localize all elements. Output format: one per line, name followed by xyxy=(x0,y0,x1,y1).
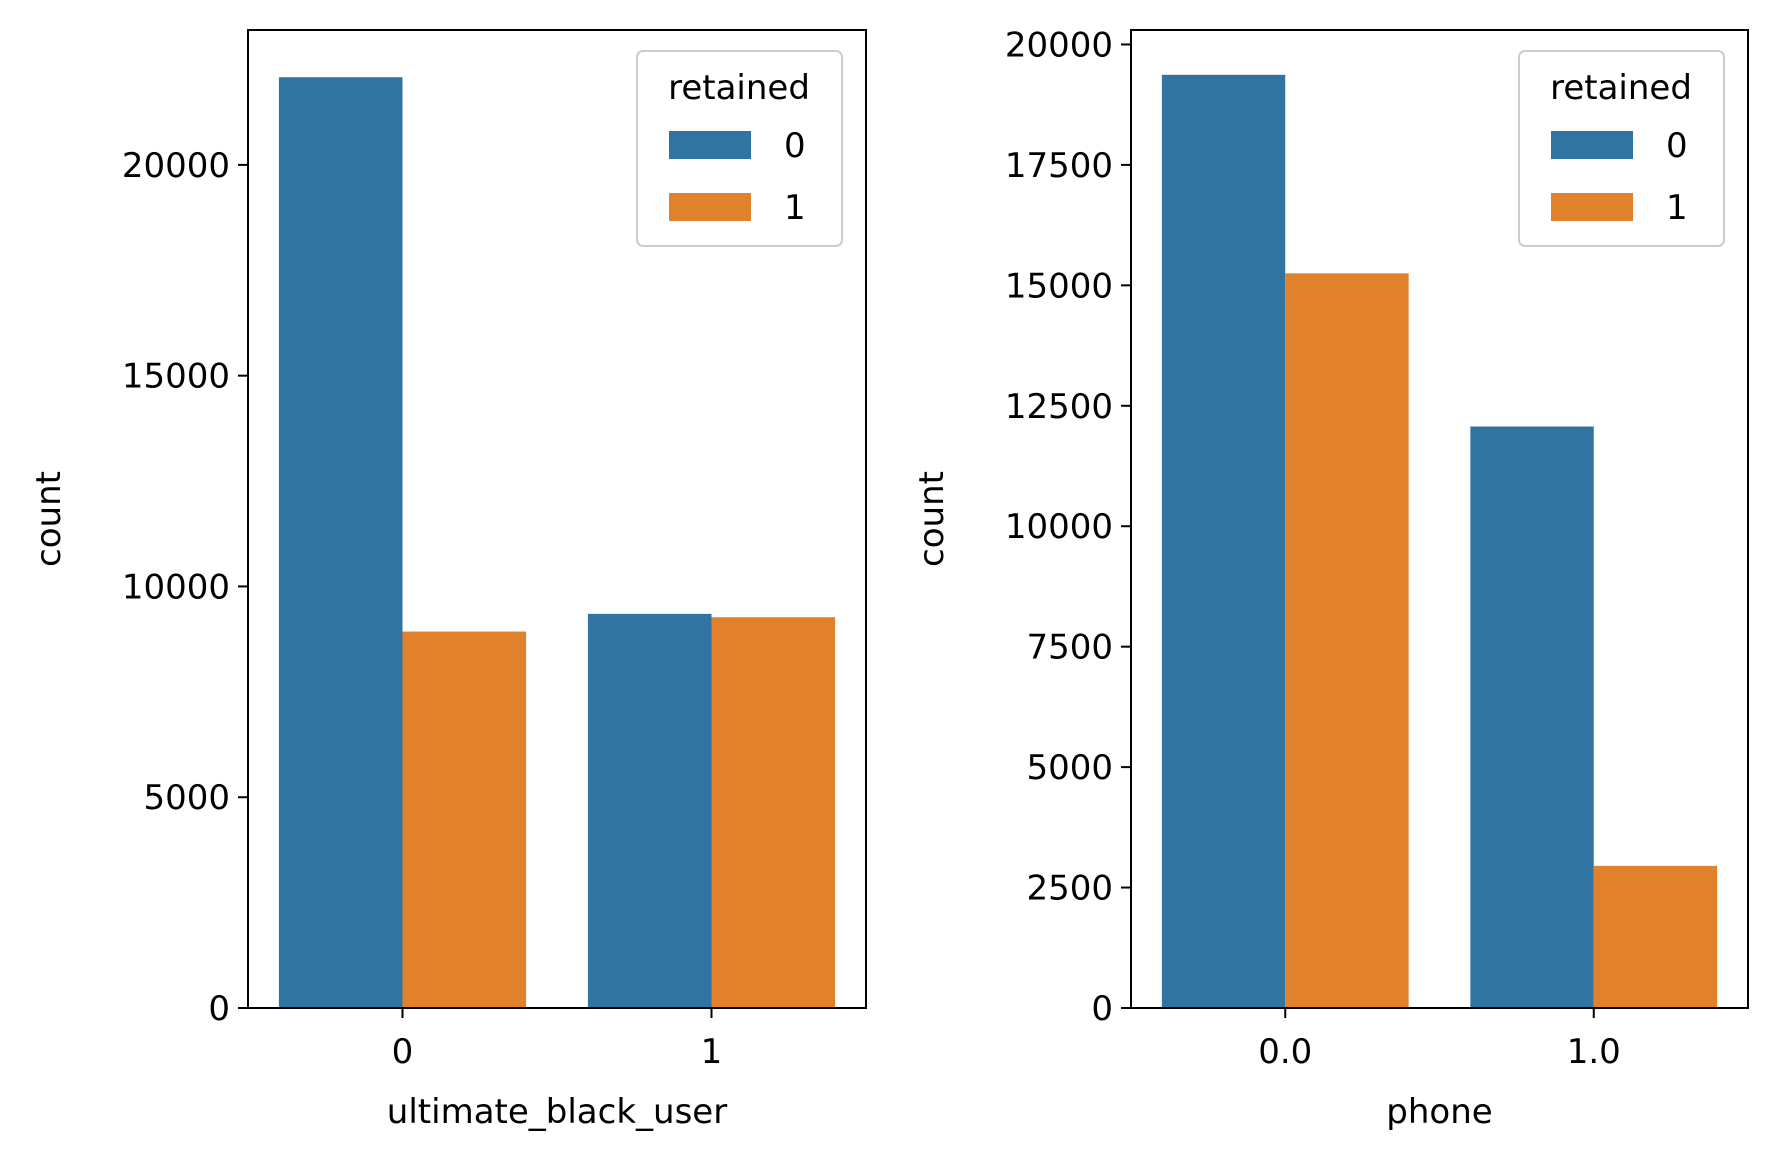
x-axis-title: ultimate_black_user xyxy=(387,1092,727,1132)
y-axis-title: count xyxy=(912,471,952,567)
y-tick-label: 0 xyxy=(1091,989,1113,1029)
bar-retained-1-1 xyxy=(711,617,836,1008)
y-tick-label: 10000 xyxy=(122,567,230,607)
bar-retained-1-0 xyxy=(402,631,527,1008)
y-tick-label: 20000 xyxy=(1005,25,1113,65)
chart-panel-1: 0 5000 10000 15000 20000 0 1 ultimate_black_use… xyxy=(29,29,867,1132)
y-tick-label: 10000 xyxy=(1005,507,1113,547)
legend-swatch-0 xyxy=(669,131,751,159)
y-tick-label: 15000 xyxy=(1005,266,1113,306)
y-tick-label: 15000 xyxy=(122,357,230,397)
legend-swatch-0 xyxy=(1551,131,1633,159)
y-axis-title: count xyxy=(29,471,69,567)
x-tick-label: 1 xyxy=(701,1032,723,1072)
bar-retained-0-0 xyxy=(278,77,403,1008)
axes-frame xyxy=(247,29,867,1009)
bar-retained-1-0.0 xyxy=(1285,273,1409,1009)
axes-frame xyxy=(1130,29,1749,1009)
x-tick-label: 0.0 xyxy=(1258,1032,1312,1072)
legend-label-0: 0 xyxy=(1666,126,1688,166)
y-tick-label: 17500 xyxy=(1005,146,1113,186)
y-tick-label: 20000 xyxy=(122,146,230,186)
y-tick-label: 0 xyxy=(208,989,230,1029)
y-tick-label: 2500 xyxy=(1026,869,1113,909)
legend-title: retained xyxy=(1550,68,1692,108)
bar-retained-0-0.0 xyxy=(1161,74,1286,1008)
legend: retained 0 1 xyxy=(636,50,843,247)
x-axis-title: phone xyxy=(1386,1092,1492,1132)
x-tick-label: 0 xyxy=(392,1032,414,1072)
bar-retained-0-1.0 xyxy=(1470,426,1594,1008)
legend-swatch-1 xyxy=(1551,193,1633,221)
chart-panel-2: 0 2500 5000 7500 10000 12500 15000 17500 20000 0.… xyxy=(912,25,1749,1132)
legend-swatch-1 xyxy=(669,193,751,221)
legend: retained 0 1 xyxy=(1518,50,1725,247)
legend-label-1: 1 xyxy=(1666,188,1688,228)
y-tick-label: 7500 xyxy=(1026,628,1113,668)
x-tick-label: 1.0 xyxy=(1567,1032,1621,1072)
legend-label-1: 1 xyxy=(784,188,806,228)
bar-retained-1-1.0 xyxy=(1593,865,1718,1008)
y-tick-label: 5000 xyxy=(1026,748,1113,788)
y-tick-label: 5000 xyxy=(143,778,230,818)
y-tick-label: 12500 xyxy=(1005,387,1113,427)
legend-title: retained xyxy=(668,68,810,108)
legend-label-0: 0 xyxy=(784,126,806,166)
bar-retained-0-1 xyxy=(587,613,712,1008)
